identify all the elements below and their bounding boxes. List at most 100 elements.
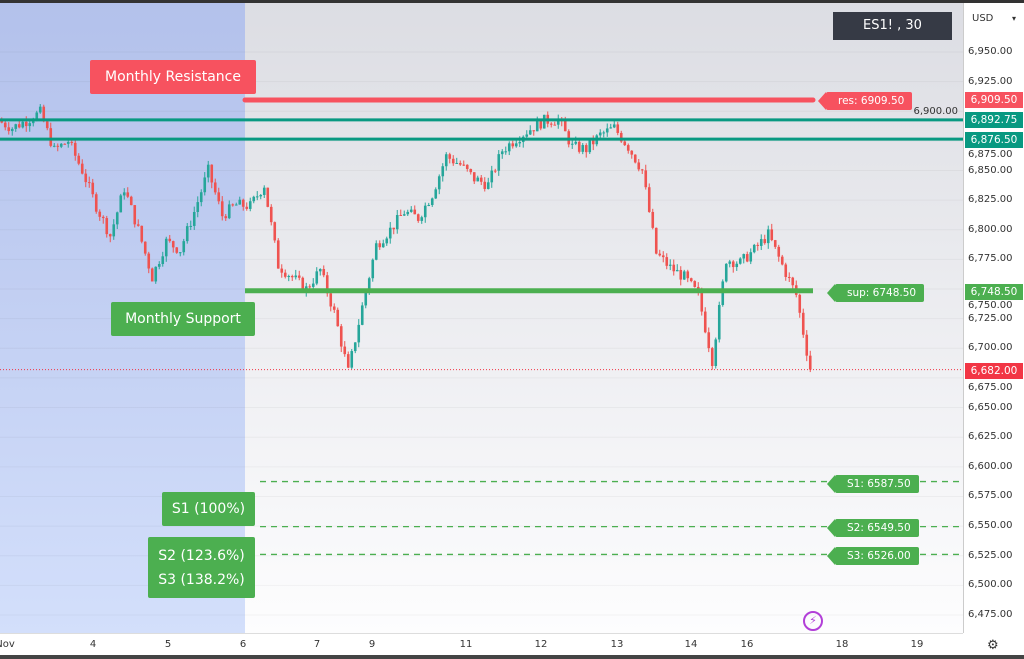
candle-body [189, 225, 193, 227]
candle-body [0, 120, 4, 123]
candle-body [707, 332, 711, 349]
candle-body [773, 240, 777, 247]
candle-body [332, 306, 336, 310]
candle-body [122, 192, 126, 196]
candle-body [294, 275, 298, 278]
candle-body [416, 214, 420, 221]
candle-body [745, 254, 749, 262]
currency-value: USD [972, 13, 994, 24]
ticker-label: ES1! , 30 [833, 12, 952, 40]
price-tick-label: 6,950.00 [968, 46, 1013, 57]
candle-body [98, 211, 102, 217]
candle-body [451, 158, 455, 164]
price-tick-label: 6,725.00 [968, 312, 1013, 324]
candle-body [21, 121, 25, 128]
currency-dropdown[interactable]: USD ▾ [968, 8, 1021, 30]
candle-body [700, 290, 704, 312]
price-tick-label: 6,575.00 [968, 490, 1013, 502]
s3-percent-text: S3 (138.2%) [158, 571, 245, 588]
candle-body [728, 261, 732, 264]
candle-body [756, 244, 760, 246]
price-tag-green-lower: 6,876.50 [965, 132, 1023, 148]
candle-body [17, 124, 21, 128]
candle-body [535, 120, 539, 132]
price-tick-label: 6,700.00 [968, 342, 1013, 354]
candle-body [787, 276, 791, 278]
window-bottom-border [0, 655, 1024, 659]
candle-body [392, 227, 396, 230]
price-tick-label: 6,750.00 [968, 300, 1013, 312]
candle-body [458, 162, 462, 165]
candle-body [388, 227, 392, 239]
candle-body [476, 177, 480, 182]
candle-body [630, 150, 634, 155]
candle-body [752, 244, 756, 253]
candle-body [266, 187, 270, 207]
candle-body [563, 121, 567, 132]
candle-body [798, 294, 802, 313]
price-tick-label: 6,475.00 [968, 608, 1013, 620]
candle-body [714, 339, 718, 366]
candle-body [7, 127, 11, 132]
candle-body [231, 204, 235, 206]
time-tick-label: 7 [313, 639, 321, 650]
candle-body [413, 209, 417, 215]
candle-body [147, 253, 151, 269]
candle-body [448, 154, 452, 159]
candle-body [56, 145, 60, 147]
price-tag-last: 6,682.00 [965, 363, 1023, 379]
price-axis[interactable]: USD ▾ 6,950.00 6,925.00 6,875.00 6,850.00 6,8… [963, 0, 1024, 633]
time-tick-label: 11 [459, 639, 473, 650]
candle-body [126, 192, 130, 197]
candle-body [290, 276, 294, 278]
candle-body [367, 278, 371, 292]
time-tick-label: 9 [368, 639, 376, 650]
candle-body [742, 254, 746, 259]
candle-body [518, 142, 522, 144]
candle-body [346, 354, 350, 368]
candle-body [80, 163, 84, 174]
time-tick-label: 4 [89, 639, 97, 650]
candle-body [325, 275, 329, 294]
candle-body [192, 211, 196, 226]
s2-percent-text: S2 (123.6%) [158, 547, 245, 564]
s2-s3-percent-label: S2 (123.6%) S3 (138.2%) [148, 537, 255, 598]
candle-body [420, 217, 424, 221]
time-axis[interactable]: Nov 4 5 6 7 9 11 12 13 14 16 18 19 [0, 633, 963, 655]
price-tick-label: 6,550.00 [968, 520, 1013, 532]
candle-body [3, 122, 7, 128]
candle-body [469, 168, 473, 173]
candle-body [497, 154, 501, 171]
candle-body [24, 121, 28, 127]
candle-body [315, 271, 319, 284]
candle-body [84, 173, 88, 183]
candle-body [129, 196, 133, 206]
candle-body [322, 269, 326, 276]
settings-icon[interactable]: ⚙ [987, 638, 999, 653]
candle-body [360, 305, 364, 325]
lightning-icon[interactable]: ⚡ [803, 611, 823, 631]
candle-body [581, 145, 585, 152]
candle-body [374, 243, 378, 260]
candle-body [616, 124, 620, 133]
candle-body [556, 118, 560, 125]
candle-body [378, 243, 382, 248]
candle-body [462, 164, 466, 166]
time-tick-label: 5 [164, 639, 172, 650]
candle-body [693, 281, 697, 287]
price-tick-label: 6,525.00 [968, 549, 1013, 561]
candle-body [28, 123, 32, 127]
candle-body [710, 348, 714, 366]
chart-plot-area[interactable]: ES1! , 30 Monthly Resistance Monthly Sup… [0, 0, 963, 633]
candle-body [101, 216, 105, 219]
candle-body [143, 241, 147, 254]
candle-body [724, 263, 728, 282]
price-tick-label: 6,900.00 [913, 106, 958, 118]
candle-body [609, 127, 613, 129]
price-tag-support: 6,748.50 [965, 284, 1023, 300]
time-tick-label: 14 [684, 639, 698, 650]
candle-body [402, 214, 406, 216]
candle-body [605, 128, 609, 133]
candle-body [161, 256, 165, 265]
candle-body [640, 169, 644, 171]
